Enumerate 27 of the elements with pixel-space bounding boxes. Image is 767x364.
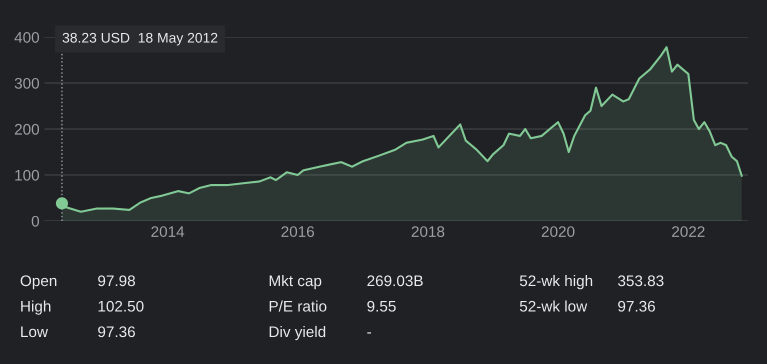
text: 52-wk low (520, 300, 588, 312)
text: 102.50 (98, 300, 144, 312)
text: 9.55 (367, 300, 396, 312)
y-tick-label: 200 (14, 124, 40, 135)
text: Low (21, 326, 48, 338)
x-tick-label: 2020 (542, 226, 574, 238)
text: 97.36 (98, 326, 135, 338)
text: Mkt cap (270, 274, 322, 290)
x-tick-label: 2016 (281, 226, 314, 238)
y-tick-label: 0 (32, 216, 40, 227)
text: High (21, 300, 50, 315)
text: Open (20, 275, 56, 290)
y-tick-label: 400 (14, 32, 40, 43)
annotation: 38.23 USD 18 May 2012 (62, 32, 218, 46)
x-tick-label: 2018 (412, 226, 444, 238)
text: P/E ratio (270, 300, 326, 312)
text: 97.36 (618, 300, 655, 312)
text: 52-wk high (520, 274, 592, 290)
text: 97.98 (98, 275, 135, 286)
text: Div yield (270, 326, 326, 340)
text: - (367, 332, 372, 334)
y-tick-label: 300 (14, 78, 40, 89)
x-tick-label: 2022 (672, 226, 705, 238)
text: 353.83 (618, 275, 664, 286)
x-tick-label: 2014 (151, 226, 184, 238)
y-tick-label: 100 (15, 170, 40, 181)
text: 269.03B (367, 275, 423, 286)
